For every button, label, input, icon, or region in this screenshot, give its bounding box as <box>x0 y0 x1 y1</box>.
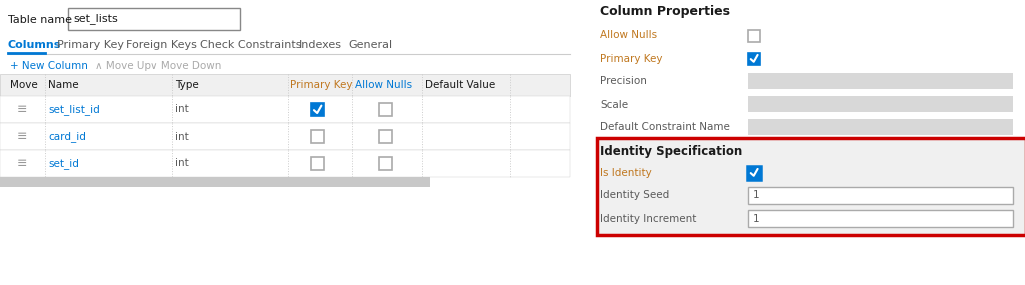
Text: set_list_id: set_list_id <box>48 104 99 115</box>
Text: Scale: Scale <box>600 99 628 109</box>
Bar <box>748 210 1013 227</box>
Text: int: int <box>175 158 189 168</box>
Bar <box>747 166 761 180</box>
Text: Columns: Columns <box>8 40 62 50</box>
Text: Identity Seed: Identity Seed <box>600 190 669 201</box>
Bar <box>311 103 324 116</box>
Text: ≡: ≡ <box>16 157 28 170</box>
Bar <box>748 166 760 178</box>
Bar <box>748 96 1013 112</box>
Text: ≡: ≡ <box>16 130 28 143</box>
Text: Type: Type <box>175 80 199 90</box>
Text: Allow Nulls: Allow Nulls <box>600 30 657 40</box>
Text: Default Value: Default Value <box>425 80 495 90</box>
Text: Primary Key: Primary Key <box>600 54 662 64</box>
Bar <box>748 30 760 42</box>
Text: Is Identity: Is Identity <box>600 168 652 178</box>
Bar <box>311 130 324 143</box>
Bar <box>68 8 240 30</box>
Bar <box>311 157 324 170</box>
Text: Column Properties: Column Properties <box>600 5 730 19</box>
Text: ≡: ≡ <box>16 103 28 116</box>
Text: Name: Name <box>48 80 79 90</box>
Text: Allow Nulls: Allow Nulls <box>355 80 412 90</box>
Text: Move: Move <box>10 80 38 90</box>
Text: 1: 1 <box>753 213 760 223</box>
Text: int: int <box>175 131 189 141</box>
Bar <box>378 130 392 143</box>
Text: Check Constraints: Check Constraints <box>200 40 301 50</box>
Bar <box>378 157 392 170</box>
Text: + New Column: + New Column <box>10 61 88 71</box>
Text: Table name: Table name <box>8 15 72 25</box>
Text: set_id: set_id <box>48 158 79 169</box>
Bar <box>748 73 1013 89</box>
Bar <box>0 74 570 96</box>
Bar <box>0 96 570 123</box>
Bar <box>378 103 392 116</box>
Text: Primary Key: Primary Key <box>290 80 353 90</box>
Text: Indexes: Indexes <box>299 40 342 50</box>
Text: set_lists: set_lists <box>73 14 118 25</box>
Bar <box>748 52 760 64</box>
Text: ∧ Move Up: ∧ Move Up <box>95 61 151 71</box>
Text: Default Constraint Name: Default Constraint Name <box>600 123 730 133</box>
Text: Foreign Keys: Foreign Keys <box>126 40 197 50</box>
Text: Precision: Precision <box>600 76 647 87</box>
Text: int: int <box>175 105 189 115</box>
Bar <box>0 177 430 187</box>
Bar <box>748 119 1013 135</box>
Text: ∨ Move Down: ∨ Move Down <box>150 61 221 71</box>
Bar <box>0 150 570 177</box>
Bar <box>748 187 1013 204</box>
Text: Identity Increment: Identity Increment <box>600 213 696 223</box>
Bar <box>597 138 1025 235</box>
Text: card_id: card_id <box>48 131 86 142</box>
Text: Identity Specification: Identity Specification <box>600 146 742 158</box>
Bar <box>598 139 1025 234</box>
Text: Primary Key: Primary Key <box>57 40 124 50</box>
Text: 1: 1 <box>753 190 760 201</box>
Bar <box>0 123 570 150</box>
Text: General: General <box>348 40 393 50</box>
